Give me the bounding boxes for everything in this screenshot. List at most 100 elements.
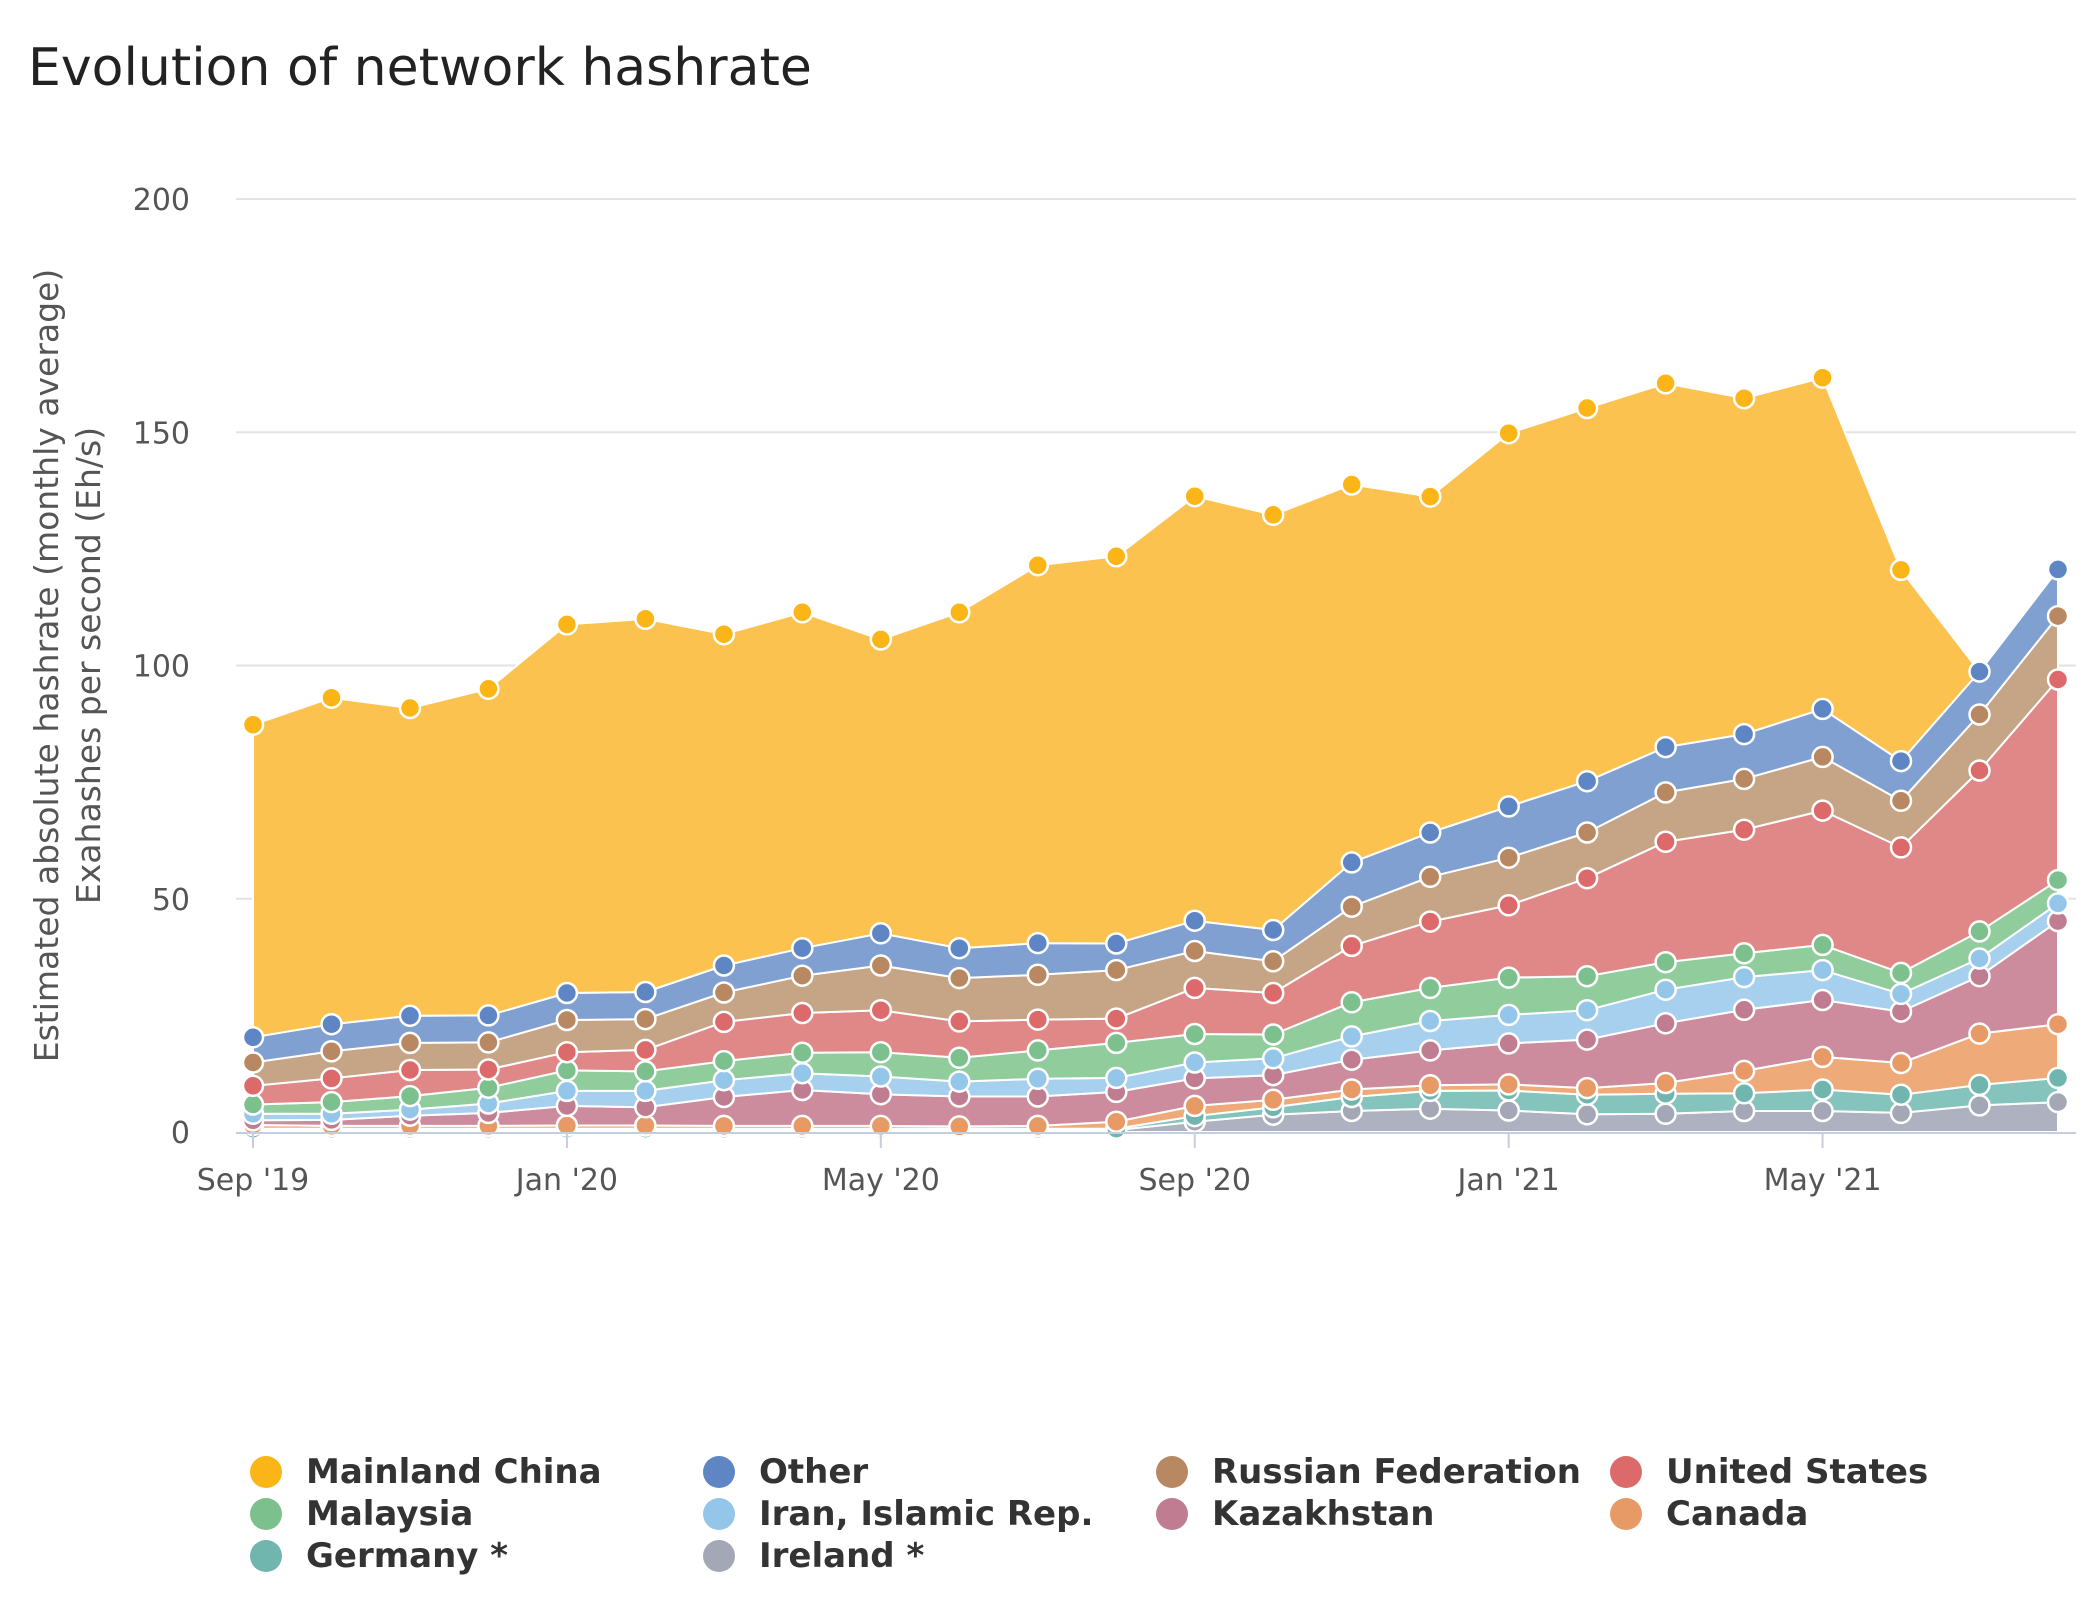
data-point [791,1041,814,1064]
data-point [1418,485,1442,508]
data-point [948,1070,971,1093]
data-point [1811,1045,1834,1069]
data-point [634,1079,657,1103]
data-point [2046,1012,2070,1036]
data-point [1654,1012,1677,1035]
data-point [712,622,736,646]
area-series [252,376,2059,1039]
y-tick-label: 100 [133,650,190,685]
data-point [1261,1047,1285,1070]
data-point [869,922,893,945]
legend-marker-icon [250,1498,282,1530]
data-point [1340,934,1363,958]
data-point [1732,386,1756,410]
legend-item[interactable]: Malaysia [250,1494,473,1534]
data-point [1811,933,1834,957]
data-point [1968,947,1991,970]
x-tick-label: Sep '20 [1138,1163,1251,1198]
data-point [2046,1090,2070,1114]
legend-marker-icon [1156,1498,1188,1530]
legend-item[interactable]: Other [703,1452,868,1492]
data-point [1105,932,1128,955]
data-point [241,1093,265,1116]
data-point [1811,366,1834,389]
data-point [1026,1008,1050,1031]
legend-marker-icon [250,1456,282,1488]
data-point [2046,668,2070,691]
data-point [1340,473,1363,496]
data-point [1889,982,1913,1006]
data-point [1654,372,1677,395]
x-axis: Sep '19 Jan '20 May '20 Sep '20 Jan '21 May '… [197,1132,2076,1198]
data-point [1575,769,1599,793]
data-point [712,981,736,1004]
data-point [791,964,814,987]
data-point [1575,1028,1599,1051]
data-point [1654,1071,1677,1095]
legend-item[interactable]: Kazakhstan [1156,1494,1434,1534]
data-point [1889,1051,1913,1075]
data-point [320,1012,343,1036]
legend-marker-icon [1610,1456,1642,1488]
data-point [241,1074,265,1098]
legend-label: Iran, Islamic Rep. [759,1494,1094,1534]
data-point [869,1040,893,1064]
legend-marker-icon [1610,1498,1642,1530]
data-point [869,954,893,977]
data-point [1732,965,1756,989]
y-axis-label-line: Exahashes per second (Eh/s) [69,427,108,904]
data-point [1497,1073,1520,1096]
data-point [1340,851,1363,874]
data-point [1497,1003,1520,1027]
data-point [1654,950,1677,974]
data-point [1732,722,1756,746]
legend-item[interactable]: Mainland China [250,1452,602,1492]
y-tick-label: 0 [171,1116,190,1151]
data-point [1183,909,1206,932]
data-point [1497,421,1520,445]
legend-item[interactable]: Canada [1610,1494,1808,1534]
data-point [1183,1022,1206,1046]
data-point [948,1046,971,1070]
legend-item[interactable]: Russian Federation [1156,1452,1581,1492]
data-point [398,1031,422,1055]
legend-label: Mainland China [306,1452,602,1492]
data-point [1340,1025,1363,1048]
legend-marker-icon [703,1540,735,1572]
data-point [1575,964,1599,988]
data-point [948,936,971,960]
data-point [1575,1103,1599,1126]
legend-item[interactable]: United States [1610,1452,1928,1492]
data-point [1889,789,1913,813]
legend-marker-icon [250,1540,282,1572]
data-point [712,1010,736,1034]
data-point [712,1068,736,1092]
legend-label: Russian Federation [1212,1452,1581,1492]
data-point [1340,1078,1363,1101]
data-point [1340,991,1363,1014]
data-point [1497,846,1520,869]
data-point [1654,781,1677,804]
data-point [1418,865,1442,889]
y-tick-label: 200 [133,183,190,218]
data-point [1418,910,1442,933]
data-point [320,1090,343,1114]
data-point [1732,998,1756,1022]
legend-item[interactable]: Iran, Islamic Rep. [703,1494,1093,1534]
legend-item[interactable]: Ireland * [703,1536,924,1576]
data-point [634,1060,657,1083]
data-point [241,1026,265,1049]
legend-item[interactable]: Germany * [250,1536,508,1576]
data-point [1026,931,1050,955]
data-point [1105,1031,1128,1055]
data-point [320,1067,343,1090]
data-point [1968,660,1991,683]
legend-label: Kazakhstan [1212,1494,1435,1534]
data-point [1497,1032,1520,1055]
data-point [1261,950,1285,973]
data-point [1261,918,1285,942]
data-point [1968,1094,1991,1117]
data-point [1418,1009,1442,1033]
data-point [1654,1102,1677,1126]
data-point [1183,939,1206,963]
